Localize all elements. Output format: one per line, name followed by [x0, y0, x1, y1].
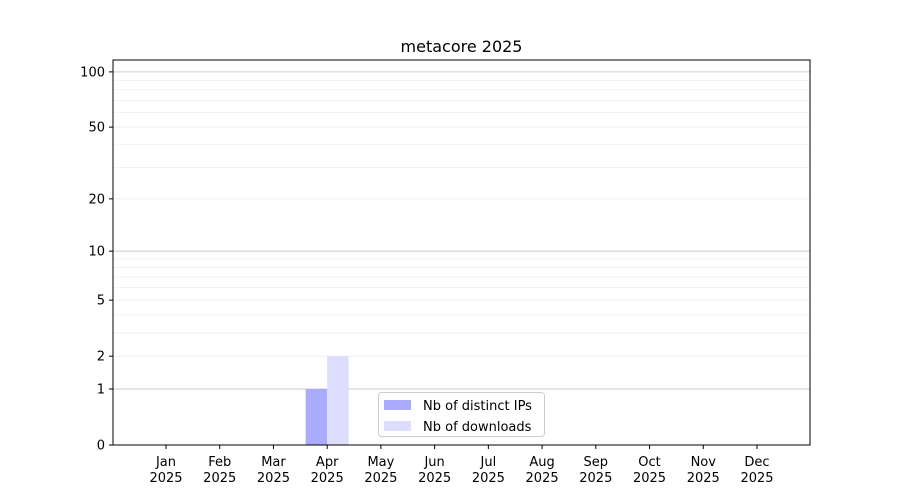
x-tick-label-year: 2025	[526, 471, 559, 486]
x-tick-label-month: May	[367, 455, 394, 470]
y-tick-label: 0	[97, 439, 105, 454]
x-tick-label-month: Dec	[744, 455, 769, 470]
x-tick-label-year: 2025	[418, 471, 451, 486]
x-tick-label-month: Jun	[423, 455, 444, 470]
legend-label: Nb of downloads	[423, 420, 532, 435]
x-tick-label-month: Feb	[208, 455, 231, 470]
legend-swatch	[384, 421, 411, 431]
x-tick-label-year: 2025	[257, 471, 290, 486]
y-tick-label: 2	[97, 350, 105, 365]
x-tick-label-year: 2025	[740, 471, 773, 486]
x-tick-label-month: Jan	[155, 455, 176, 470]
y-tick-label: 5	[97, 294, 105, 309]
bar-nb-of-downloads	[327, 356, 349, 445]
x-tick-label-year: 2025	[149, 471, 182, 486]
x-tick-label-month: Oct	[638, 455, 660, 470]
x-tick-label-year: 2025	[364, 471, 397, 486]
y-tick-label: 1	[97, 382, 105, 397]
legend-label: Nb of distinct IPs	[423, 399, 532, 414]
y-tick-label: 100	[80, 65, 105, 80]
x-tick-label-year: 2025	[687, 471, 720, 486]
x-tick-label-year: 2025	[472, 471, 505, 486]
y-tick-label: 10	[88, 245, 105, 260]
legend-box	[378, 392, 545, 437]
x-tick-label-month: Aug	[529, 455, 554, 470]
x-tick-label-year: 2025	[203, 471, 236, 486]
y-tick-label: 50	[88, 121, 105, 136]
x-tick-label-month: Apr	[316, 455, 339, 470]
plot-frame	[112, 59, 811, 446]
x-tick-label-year: 2025	[311, 471, 344, 486]
x-tick-label-month: Sep	[584, 455, 609, 470]
legend-swatch	[384, 400, 411, 410]
chart-title: metacore 2025	[401, 37, 523, 56]
x-tick-label-month: Nov	[691, 455, 717, 470]
y-tick-label: 20	[88, 192, 105, 207]
bar-nb-of-distinct-ips	[305, 388, 328, 445]
x-tick-label-month: Jul	[480, 455, 497, 470]
x-tick-label-year: 2025	[579, 471, 612, 486]
x-tick-label-year: 2025	[633, 471, 666, 486]
x-tick-label-month: Mar	[261, 455, 286, 470]
